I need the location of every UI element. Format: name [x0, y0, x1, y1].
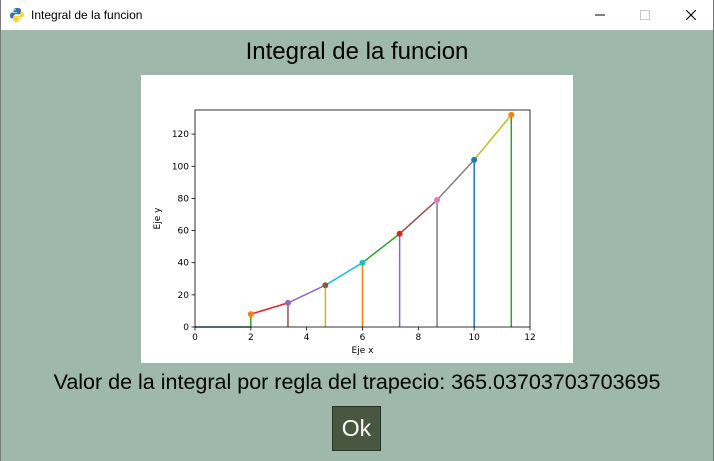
y-tick-label-1: 20 [178, 291, 190, 301]
maximize-button[interactable] [622, 0, 668, 30]
x-tick-label-4: 8 [415, 333, 421, 343]
maximize-icon [640, 10, 650, 20]
curve-segment-4 [399, 199, 438, 235]
data-point-2 [322, 282, 329, 289]
x-tick-label-1: 2 [248, 333, 254, 343]
x-axis-label: Eje x [352, 346, 375, 356]
data-point-4 [396, 230, 403, 237]
close-button[interactable] [668, 0, 714, 30]
minimize-icon [595, 14, 605, 16]
x-tick-label-2: 4 [304, 333, 310, 343]
close-icon [686, 10, 696, 20]
curve-segment-6 [473, 114, 512, 161]
curve-segment-5 [436, 159, 475, 201]
y-tick-label-6: 120 [172, 130, 189, 140]
y-tick-label-2: 40 [178, 259, 190, 269]
x-tick-label-0: 0 [192, 333, 198, 343]
main-panel: Integral de la funcion 0 2 4 6 8 10 12 0 20 40 60 8… [1, 30, 713, 461]
integral-result: Valor de la integral por regla del trape… [53, 370, 661, 394]
y-tick-label-5: 100 [172, 162, 189, 172]
title-bar[interactable]: Integral de la funcion [1, 0, 713, 30]
data-point-7 [508, 111, 515, 118]
plot-canvas: 0 2 4 6 8 10 12 0 20 40 60 80 100 120 Eje x Eje y [141, 75, 573, 363]
y-tick-label-0: 0 [183, 323, 189, 333]
page-title: Integral de la funcion [245, 38, 469, 65]
curve-segment-0 [250, 302, 289, 315]
x-tick-label-6: 12 [524, 333, 535, 343]
data-point-3 [359, 259, 366, 266]
y-tick-label-3: 60 [178, 227, 190, 237]
x-tick-label-5: 10 [468, 333, 480, 343]
data-point-1 [284, 299, 291, 306]
curve-segment-2 [324, 262, 363, 286]
data-point-6 [471, 156, 478, 163]
data-point-0 [247, 311, 254, 318]
x-tick-label-3: 6 [360, 333, 366, 343]
data-point-5 [434, 197, 441, 204]
curve-segment-1 [287, 284, 326, 304]
y-axis-label: Eje y [153, 207, 163, 230]
ok-button[interactable]: Ok [332, 406, 381, 451]
curve-segment-3 [362, 233, 401, 264]
python-icon [9, 7, 25, 23]
minimize-button[interactable] [577, 0, 623, 30]
window-title: Integral de la funcion [31, 8, 143, 22]
y-tick-label-4: 80 [178, 194, 190, 204]
